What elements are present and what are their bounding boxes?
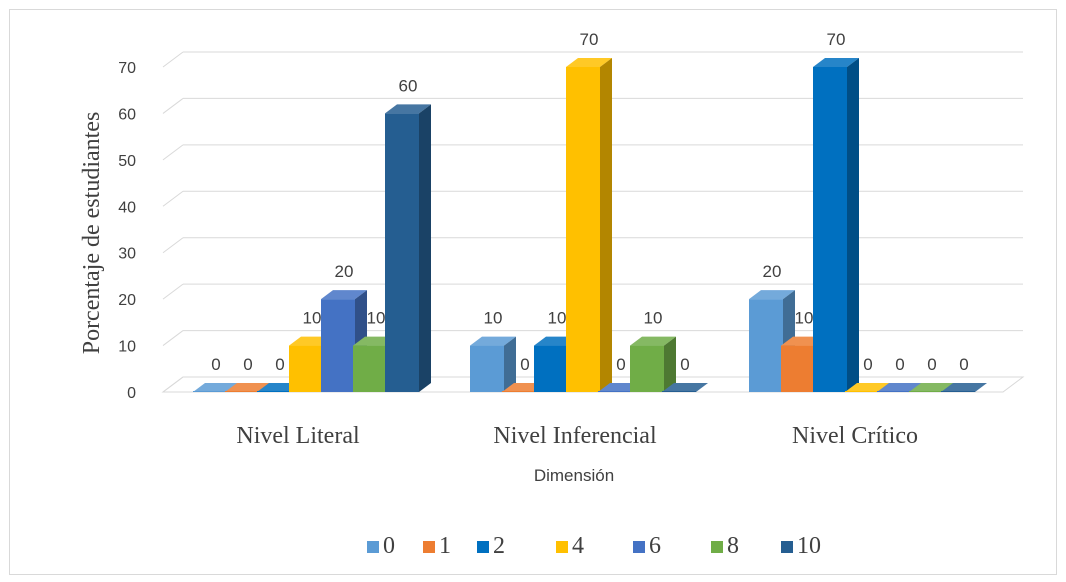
chart-floor xyxy=(161,376,1025,393)
bar-4-1 xyxy=(566,67,600,392)
data-label: 0 xyxy=(927,355,936,374)
bar-8-0 xyxy=(353,345,387,392)
data-label: 0 xyxy=(275,355,284,374)
legend-swatch-8 xyxy=(711,541,723,553)
bar-side-4 xyxy=(600,58,612,392)
data-label: 0 xyxy=(211,355,220,374)
bar-10-0 xyxy=(385,113,419,392)
y-tick-label: 70 xyxy=(118,60,136,77)
data-label: 10 xyxy=(484,309,503,328)
bar-top-4 xyxy=(845,383,891,392)
bar-2-0 xyxy=(257,391,291,392)
legend-label: 2 xyxy=(493,533,505,559)
bar-1-1 xyxy=(502,391,536,392)
bar-top-1 xyxy=(225,383,271,392)
gridline-depth xyxy=(162,330,184,346)
chart-frame xyxy=(9,9,1057,575)
y-tick-label: 0 xyxy=(127,385,136,402)
legend-swatch-2 xyxy=(477,541,489,553)
data-label: 20 xyxy=(763,262,782,281)
data-label: 20 xyxy=(335,262,354,281)
bar-0-0 xyxy=(193,391,227,392)
gridline-depth xyxy=(162,283,184,300)
legend-label: 8 xyxy=(727,533,739,559)
data-label: 10 xyxy=(644,309,663,328)
data-label: 70 xyxy=(827,30,846,49)
category-label: Nivel Inferencial xyxy=(493,423,657,449)
legend-swatch-4 xyxy=(556,541,568,553)
bar-top-10 xyxy=(941,383,987,392)
data-label: 10 xyxy=(548,309,567,328)
legend-label: 10 xyxy=(797,533,821,559)
data-label: 0 xyxy=(616,355,625,374)
bar-top-10 xyxy=(662,383,708,392)
bar-6-2 xyxy=(877,391,911,392)
bar-10-2 xyxy=(941,391,975,392)
y-tick-label: 30 xyxy=(118,246,136,263)
legend-label: 0 xyxy=(383,533,395,559)
gridline-depth xyxy=(162,144,184,161)
bar-side-8 xyxy=(664,336,676,392)
data-label: 0 xyxy=(895,355,904,374)
legend-swatch-1 xyxy=(423,541,435,553)
bar-1-2 xyxy=(781,345,815,392)
bar-top-6 xyxy=(877,383,923,392)
gridline-depth xyxy=(162,98,184,114)
bar-top-0 xyxy=(193,383,239,392)
category-label: Nivel Literal xyxy=(236,423,360,449)
bar-0-1 xyxy=(470,345,504,392)
data-label: 0 xyxy=(863,355,872,374)
legend-swatch-0 xyxy=(367,541,379,553)
legend-label: 4 xyxy=(572,533,584,559)
gridline-depth xyxy=(162,51,184,68)
legend-swatch-6 xyxy=(633,541,645,553)
data-label: 10 xyxy=(367,309,386,328)
y-tick-label: 10 xyxy=(118,339,136,356)
bar-8-1 xyxy=(630,345,664,392)
bar-2-2 xyxy=(813,67,847,392)
legend-swatch-10 xyxy=(781,541,793,553)
bar-10-1 xyxy=(662,391,696,392)
gridline-depth xyxy=(162,190,184,207)
bar-top-2 xyxy=(813,58,859,67)
x-axis-title: Dimensión xyxy=(534,466,614,485)
bar-0-2 xyxy=(749,299,783,392)
bar-4-0 xyxy=(289,345,323,392)
bar-top-6 xyxy=(321,290,367,300)
bar-8-2 xyxy=(909,391,943,392)
gridline-depth xyxy=(162,237,184,254)
data-label: 60 xyxy=(399,76,418,95)
data-label: 0 xyxy=(243,355,252,374)
bar-1-0 xyxy=(225,391,259,392)
data-label: 0 xyxy=(959,355,968,374)
bar-side-0 xyxy=(504,336,516,392)
y-tick-label: 50 xyxy=(118,153,136,170)
bar-top-8 xyxy=(630,336,676,346)
data-label: 10 xyxy=(795,309,814,328)
legend-label: 1 xyxy=(439,533,451,559)
y-tick-label: 40 xyxy=(118,199,136,216)
bar-top-0 xyxy=(749,290,795,300)
y-tick-label: 20 xyxy=(118,292,136,309)
bar-6-0 xyxy=(321,299,355,392)
data-label: 0 xyxy=(520,355,529,374)
data-label: 10 xyxy=(303,309,322,328)
bar-6-1 xyxy=(598,391,632,392)
legend-label: 6 xyxy=(649,533,661,559)
bar-4-2 xyxy=(845,391,879,392)
y-axis-title: Porcentaje de estudiantes xyxy=(79,112,105,355)
bar-side-10 xyxy=(419,104,431,392)
bar-top-10 xyxy=(385,104,431,114)
bar-top-0 xyxy=(470,336,516,346)
bar-side-2 xyxy=(847,58,859,392)
bar-2-1 xyxy=(534,345,568,392)
bar-top-8 xyxy=(909,383,955,392)
bar-top-4 xyxy=(566,58,612,67)
data-label: 70 xyxy=(580,30,599,49)
y-tick-label: 60 xyxy=(118,106,136,123)
data-label: 0 xyxy=(680,355,689,374)
category-label: Nivel Crítico xyxy=(792,423,918,449)
